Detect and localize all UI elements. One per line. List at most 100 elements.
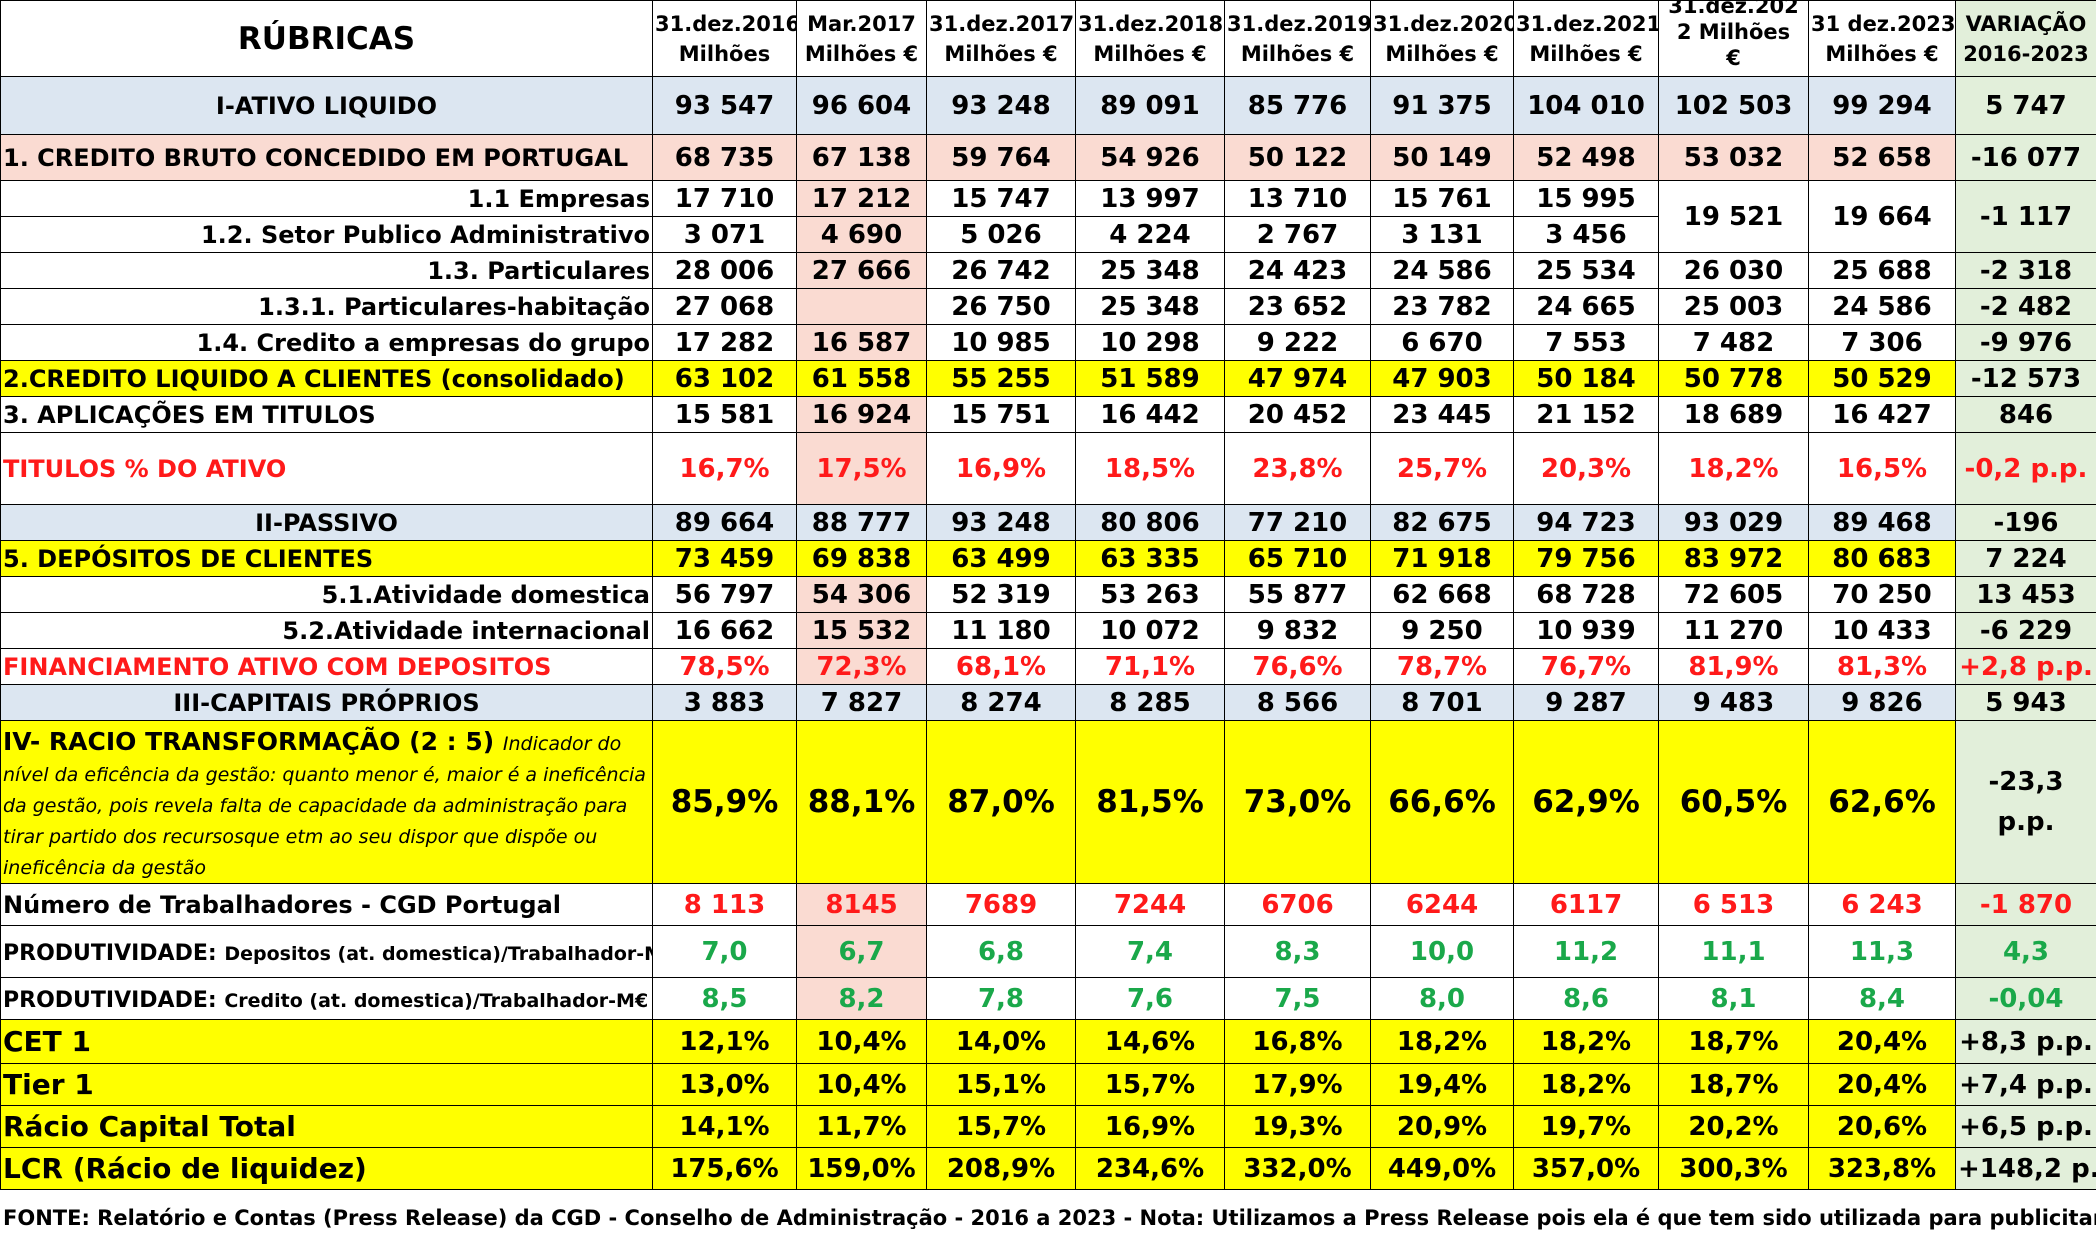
cell-particulares-habitacao-4: 23 652	[1224, 288, 1371, 325]
row-label-lcr: LCR (Rácio de liquidez)	[0, 1147, 653, 1190]
cell-aplicacoes-titulos-1: 16 924	[796, 396, 927, 433]
cell-racio-capital-total-7: 20,2%	[1658, 1105, 1809, 1148]
cell-tier1-3: 15,7%	[1075, 1063, 1225, 1106]
row-label-ativo-liquido: I-ATIVO LIQUIDO	[0, 76, 653, 135]
cell-cet1-3: 14,6%	[1075, 1019, 1225, 1064]
cell-particulares-habitacao-7: 25 003	[1658, 288, 1809, 325]
cell-merged-1: 19 664	[1808, 180, 1956, 253]
cell-empresas-4: 13 710	[1224, 180, 1371, 217]
cell-atividade-domestica-8: 70 250	[1808, 576, 1956, 613]
cell-variation-empresas: -1 117	[1955, 180, 2096, 253]
cell-financiamento-depositos-7: 81,9%	[1658, 648, 1809, 685]
productivity-label: PRODUTIVIDADE:	[3, 987, 225, 1013]
cell-produtividade-credito-8: 8,4	[1808, 977, 1956, 1020]
cell-racio-capital-total-5: 20,9%	[1370, 1105, 1514, 1148]
row-label-cet1: CET 1	[0, 1019, 653, 1064]
cell-variation-lcr: +148,2 p.p.	[1955, 1147, 2096, 1190]
cell-tier1-8: 20,4%	[1808, 1063, 1956, 1106]
cell-empresas-0: 17 710	[652, 180, 797, 217]
cell-atividade-domestica-6: 68 728	[1513, 576, 1659, 613]
cell-particulares-habitacao-6: 24 665	[1513, 288, 1659, 325]
cell-variation-racio-transformacao: -23,3 p.p.	[1955, 720, 2096, 884]
cell-passivo-0: 89 664	[652, 504, 797, 541]
row-label-racio-capital-total: Rácio Capital Total	[0, 1105, 653, 1148]
table-row-credito-bruto: 1. CREDITO BRUTO CONCEDIDO EM PORTUGAL 68…	[0, 134, 2096, 181]
cell-numero-trabalhadores-5: 6244	[1370, 883, 1514, 926]
cell-lcr-6: 357,0%	[1513, 1147, 1659, 1190]
table-row-produtividade-credito: PRODUTIVIDADE: Credito (at. domestica)/T…	[0, 977, 2096, 1020]
cell-racio-transformacao-4: 73,0%	[1224, 720, 1371, 884]
cell-credito-bruto-1: 67 138	[796, 134, 927, 181]
cell-variation-financiamento-depositos: +2,8 p.p.	[1955, 648, 2096, 685]
cell-financiamento-depositos-8: 81,3%	[1808, 648, 1956, 685]
cell-tier1-6: 18,2%	[1513, 1063, 1659, 1106]
financial-table: RÚBRICAS 31.dez.2016 Milhões Mar.2017 Milh…	[0, 0, 2096, 1190]
cell-passivo-5: 82 675	[1370, 504, 1514, 541]
table-row-numero-trabalhadores: Número de Trabalhadores - CGD Portugal 8 …	[0, 883, 2096, 926]
header-col-variation: VARIAÇÃO 2016-2023	[1955, 0, 2096, 77]
table-row-cet1: CET 1 12,1% 10,4% 14,0% 14,6% 16,8% 18,2% 18,2%…	[0, 1019, 2096, 1064]
cell-setor-publico-0: 3 071	[652, 216, 797, 253]
cell-merged-0: 19 521	[1658, 180, 1809, 253]
cell-setor-publico-3: 4 224	[1075, 216, 1225, 253]
cell-numero-trabalhadores-6: 6117	[1513, 883, 1659, 926]
cell-aplicacoes-titulos-6: 21 152	[1513, 396, 1659, 433]
table-row-racio-capital-total: Rácio Capital Total 14,1% 11,7% 15,7% 16,9% 1…	[0, 1105, 2096, 1148]
cell-depositos-clientes-7: 83 972	[1658, 540, 1809, 577]
cell-financiamento-depositos-2: 68,1%	[926, 648, 1076, 685]
cell-credito-liquido-4: 47 974	[1224, 360, 1371, 397]
row-label-titulos-ativo: TITULOS % DO ATIVO	[0, 432, 653, 505]
cell-racio-transformacao-5: 66,6%	[1370, 720, 1514, 884]
cell-racio-transformacao-7: 60,5%	[1658, 720, 1809, 884]
cell-ativo-liquido-4: 85 776	[1224, 76, 1371, 135]
cell-titulos-ativo-3: 18,5%	[1075, 432, 1225, 505]
cell-credito-liquido-8: 50 529	[1808, 360, 1956, 397]
cell-ativo-liquido-5: 91 375	[1370, 76, 1514, 135]
cell-lcr-5: 449,0%	[1370, 1147, 1514, 1190]
cell-atividade-domestica-3: 53 263	[1075, 576, 1225, 613]
header-col-2021: 31.dez.2021 Milhões €	[1513, 0, 1659, 77]
cell-variation-passivo: -196	[1955, 504, 2096, 541]
cell-cet1-6: 18,2%	[1513, 1019, 1659, 1064]
cell-cet1-8: 20,4%	[1808, 1019, 1956, 1064]
row-label-setor-publico: 1.2. Setor Publico Administrativo	[0, 216, 653, 253]
cell-tier1-7: 18,7%	[1658, 1063, 1809, 1106]
cell-depositos-clientes-3: 63 335	[1075, 540, 1225, 577]
cell-ativo-liquido-0: 93 547	[652, 76, 797, 135]
cell-particulares-habitacao-0: 27 068	[652, 288, 797, 325]
cell-tier1-1: 10,4%	[796, 1063, 927, 1106]
cell-atividade-domestica-4: 55 877	[1224, 576, 1371, 613]
cell-particulares-2: 26 742	[926, 252, 1076, 289]
cell-racio-capital-total-6: 19,7%	[1513, 1105, 1659, 1148]
row-label-financiamento-depositos: FINANCIAMENTO ATIVO COM DEPOSITOS	[0, 648, 653, 685]
cell-credito-empresas-grupo-1: 16 587	[796, 324, 927, 361]
cell-particulares-habitacao-5: 23 782	[1370, 288, 1514, 325]
cell-atividade-internacional-5: 9 250	[1370, 612, 1514, 649]
cell-credito-bruto-4: 50 122	[1224, 134, 1371, 181]
cell-produtividade-credito-1: 8,2	[796, 977, 927, 1020]
cell-financiamento-depositos-1: 72,3%	[796, 648, 927, 685]
cell-particulares-habitacao-8: 24 586	[1808, 288, 1956, 325]
cell-credito-bruto-0: 68 735	[652, 134, 797, 181]
cell-setor-publico-1: 4 690	[796, 216, 927, 253]
cell-particulares-5: 24 586	[1370, 252, 1514, 289]
row-label-credito-empresas-grupo: 1.4. Credito a empresas do grupo	[0, 324, 653, 361]
cell-setor-publico-5: 3 131	[1370, 216, 1514, 253]
cell-numero-trabalhadores-4: 6706	[1224, 883, 1371, 926]
cell-numero-trabalhadores-3: 7244	[1075, 883, 1225, 926]
cell-variation-titulos-ativo: -0,2 p.p.	[1955, 432, 2096, 505]
row-label-particulares: 1.3. Particulares	[0, 252, 653, 289]
cell-setor-publico-6: 3 456	[1513, 216, 1659, 253]
cell-credito-empresas-grupo-4: 9 222	[1224, 324, 1371, 361]
cell-racio-transformacao-0: 85,9%	[652, 720, 797, 884]
cell-aplicacoes-titulos-2: 15 751	[926, 396, 1076, 433]
cell-racio-capital-total-2: 15,7%	[926, 1105, 1076, 1148]
cell-racio-capital-total-4: 19,3%	[1224, 1105, 1371, 1148]
cell-produtividade-depositos-7: 11,1	[1658, 925, 1809, 978]
cell-atividade-internacional-0: 16 662	[652, 612, 797, 649]
table-row-financiamento-depositos: FINANCIAMENTO ATIVO COM DEPOSITOS 78,5% 72…	[0, 648, 2096, 685]
cell-credito-bruto-2: 59 764	[926, 134, 1076, 181]
header-col-2023: 31 dez.2023 Milhões €	[1808, 0, 1956, 77]
header-col-mar2017: Mar.2017 Milhões €	[796, 0, 927, 77]
cell-produtividade-depositos-8: 11,3	[1808, 925, 1956, 978]
